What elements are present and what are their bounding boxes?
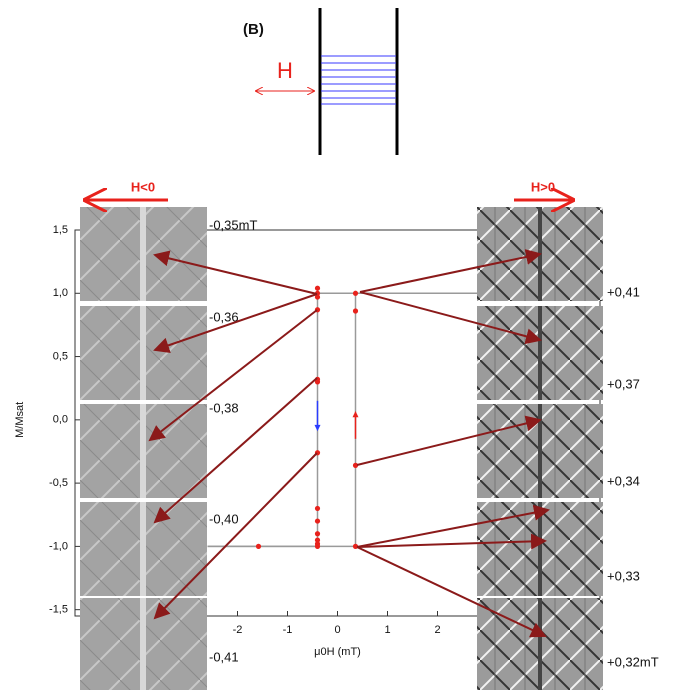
link-arrow: [356, 415, 542, 466]
y-tick-label: -1,5: [49, 604, 68, 616]
field-value: +0,34: [607, 473, 640, 488]
field-value: +0,32mT: [607, 654, 659, 669]
y-tick-label: -0,5: [49, 477, 68, 489]
data-point: [314, 505, 321, 512]
link-arrow: [356, 504, 550, 548]
data-point: [314, 531, 321, 537]
domain-diagram: (B) H: [243, 8, 399, 155]
data-point: [314, 294, 321, 300]
x-tick-label: 0: [334, 624, 340, 636]
data-point: [255, 543, 262, 549]
y-tick-label: 0,0: [53, 414, 68, 426]
field-value: +0,37: [607, 376, 640, 391]
y-tick-label: -1,0: [49, 540, 68, 552]
field-value: -0,36: [209, 309, 239, 324]
x-tick-label: 2: [434, 624, 440, 636]
y-axis-label: M/Msat: [14, 402, 26, 438]
panel-label: (B): [243, 21, 264, 38]
x-tick-label: -1: [283, 624, 293, 636]
ascent-arrowhead: [352, 410, 359, 418]
y-tick-label: 1,0: [53, 287, 68, 299]
link-arrow: [153, 293, 318, 353]
descent-arrowhead: [314, 424, 321, 432]
y-tick-label: 1,5: [53, 224, 68, 236]
data-point: [352, 308, 359, 314]
x-axis-label: μ0H (mT): [314, 646, 361, 658]
field-value: -0,35mT: [209, 217, 257, 232]
left-field-label: H<0: [131, 179, 155, 194]
field-value: -0,41: [209, 649, 239, 664]
link-arrow: [359, 291, 542, 345]
field-value: -0,40: [209, 511, 239, 526]
field-value: +0,41: [607, 284, 640, 299]
loop-line: [207, 292, 478, 548]
link-arrow: [359, 249, 542, 293]
link-arrow: [356, 533, 547, 550]
data-point: [314, 285, 321, 291]
right-field-label: H>0: [531, 179, 555, 194]
link-arrow: [148, 309, 318, 442]
data-point: [314, 543, 321, 549]
link-arrow: [153, 250, 318, 295]
link-arrow: [153, 452, 318, 620]
field-symbol: H: [277, 58, 293, 83]
data-point: [352, 290, 359, 296]
data-point: [314, 518, 321, 524]
x-tick-label: -2: [233, 624, 243, 636]
loop-line: [207, 292, 478, 548]
field-value: +0,33: [607, 568, 640, 583]
data-point: [314, 379, 321, 385]
data-point: [314, 537, 321, 543]
field-value: -0,38: [209, 400, 239, 415]
x-tick-label: 1: [384, 624, 390, 636]
link-arrow: [153, 377, 318, 524]
link-arrow: [356, 546, 547, 638]
y-tick-label: 0,5: [53, 350, 68, 362]
